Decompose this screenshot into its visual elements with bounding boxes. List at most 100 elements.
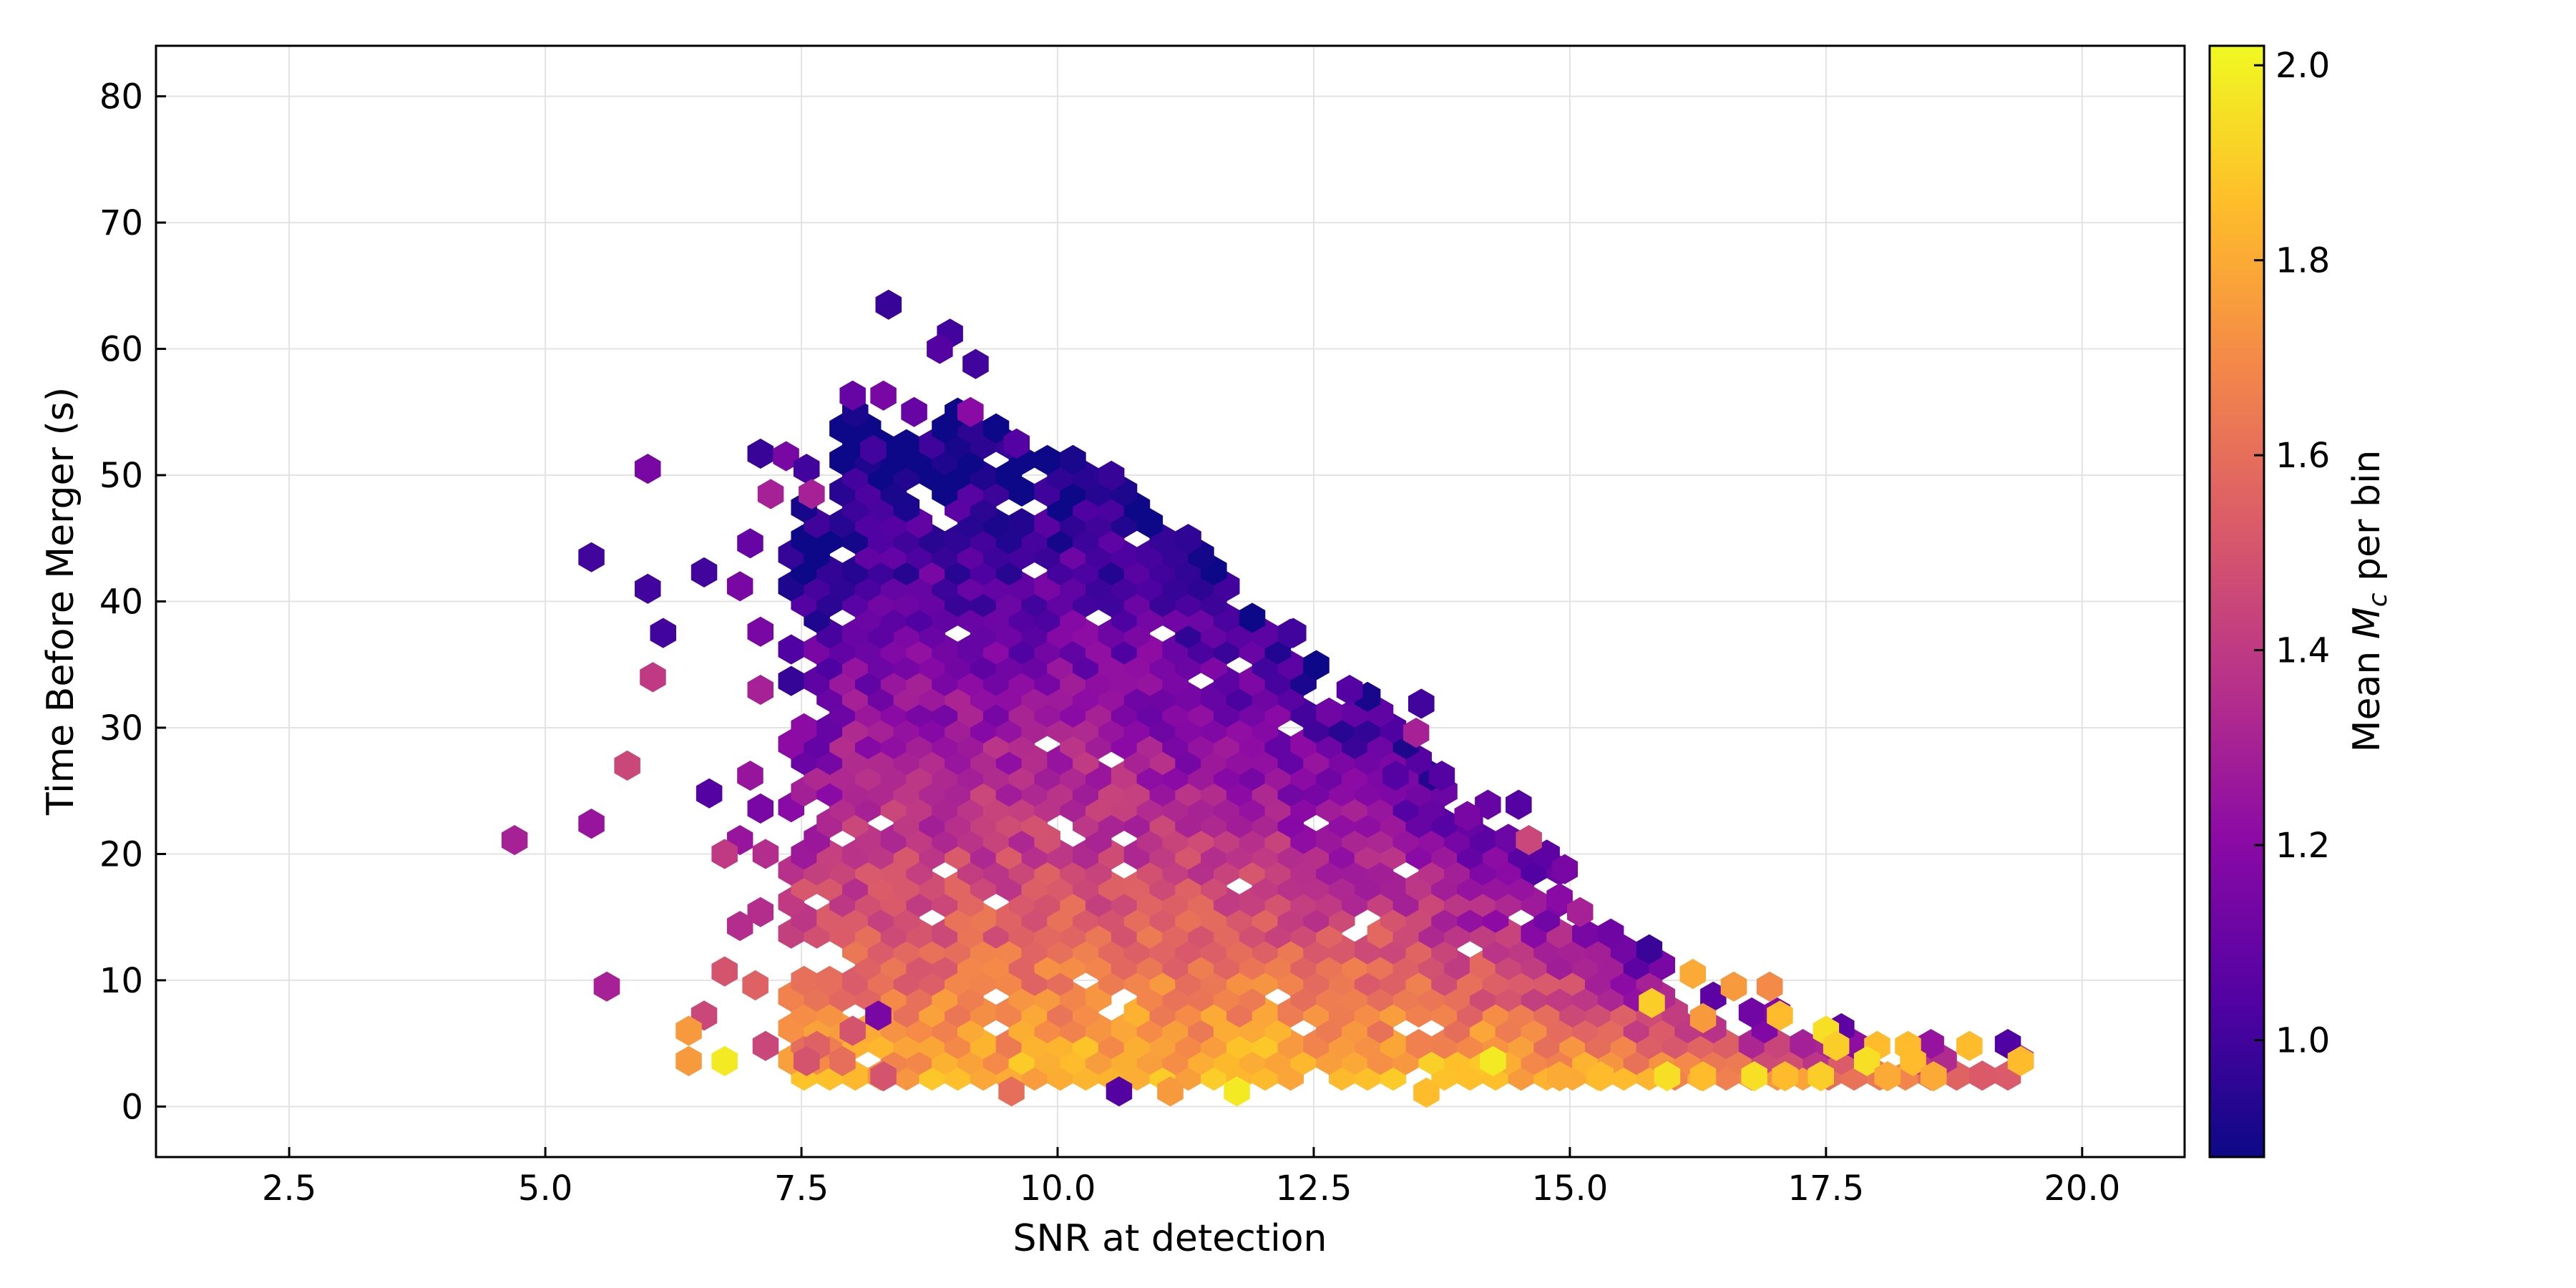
- colorbar-title-subscript: c: [2363, 592, 2393, 607]
- y-tick-label: 0: [121, 1087, 143, 1127]
- x-axis-ticks: 2.5 5.0 7.5 10.0 12.5 15.0 17.5 20.0: [262, 1147, 2120, 1209]
- hexbin-cell: [1853, 1045, 1880, 1076]
- hexbin-cell: [635, 573, 661, 604]
- hexbin-cell: [1700, 981, 1727, 1012]
- hexbin-cell: [1920, 1061, 1947, 1092]
- hexbin-cell: [1303, 650, 1330, 680]
- hexbin-cell: [1382, 761, 1409, 791]
- x-tick-label: 20.0: [2044, 1169, 2120, 1209]
- colorbar-title-symbol: M: [2346, 607, 2389, 639]
- hexbin-cell: [865, 1000, 892, 1031]
- hexbin-cell: [927, 333, 953, 364]
- hexbin-cell: [1639, 987, 1665, 1018]
- hexbin-cell: [1741, 1061, 1767, 1092]
- hexbin-cell: [1874, 1061, 1901, 1092]
- hexbin-cell: [675, 1015, 702, 1046]
- hexbin-cell: [875, 289, 902, 320]
- hexbin-cell: [816, 965, 843, 996]
- hexbin-cell: [757, 479, 784, 509]
- hexbin-cell: [737, 528, 763, 559]
- hexbin-cell: [1969, 1060, 1996, 1091]
- x-tick-label: 2.5: [262, 1169, 316, 1209]
- hexbin-cell: [1767, 1000, 1793, 1031]
- hexbin-cell: [1597, 918, 1624, 949]
- hexbin-cell: [1428, 761, 1455, 791]
- y-axis-title: Time Before Merger (s): [39, 387, 82, 816]
- hexbin-cell: [1405, 1029, 1432, 1060]
- y-axis-ticks: 0 10 20 30 40 50 60 70 80: [99, 77, 166, 1127]
- x-tick-label: 10.0: [1020, 1169, 1096, 1209]
- hexbin-cell: [675, 1045, 702, 1076]
- hexbin-cell: [747, 897, 774, 927]
- colorbar-gradient: [2210, 46, 2264, 1157]
- hexbin-cell: [691, 557, 718, 587]
- hexbin-cell: [614, 750, 640, 781]
- hexbin-cell: [711, 1045, 738, 1076]
- hexbin-cell: [1098, 460, 1125, 491]
- hexbin-cell: [870, 380, 897, 411]
- y-tick-label: 80: [99, 77, 143, 117]
- hexbin-cell: [1175, 524, 1201, 555]
- y-tick-label: 20: [99, 834, 143, 874]
- hexbin-cell: [501, 825, 528, 856]
- y-tick-label: 60: [99, 330, 143, 370]
- y-tick-label: 40: [99, 582, 143, 623]
- hexbin-cell: [747, 438, 774, 469]
- hexbin-cell: [1567, 897, 1594, 927]
- hexbin-cell: [1546, 883, 1573, 914]
- hexbin-cell: [860, 434, 887, 465]
- hexbin-cell: [2007, 1045, 2034, 1076]
- hexbin-cell: [1239, 602, 1266, 633]
- hexbin-cell: [791, 713, 817, 743]
- hexbin-cell: [650, 618, 676, 648]
- hexbin-cell: [726, 571, 753, 602]
- hexbin-cell: [1003, 428, 1030, 459]
- hexbin-cell: [752, 839, 779, 869]
- colorbar-title: Mean Mc per bin: [2346, 450, 2393, 753]
- x-tick-label: 5.0: [518, 1169, 572, 1209]
- hexbin-cell: [957, 396, 984, 427]
- hexbin-cell: [1454, 801, 1480, 831]
- hexbin-cell: [747, 616, 774, 647]
- hexbin-cell: [1720, 971, 1747, 1002]
- hexbin-layer: [501, 289, 2034, 1108]
- colorbar-tick-label: 1.6: [2275, 436, 2330, 476]
- hexbin-cell: [1316, 697, 1342, 728]
- hexbin-cell: [747, 675, 774, 706]
- hexbin-cell: [640, 662, 666, 693]
- colorbar-title-prefix: Mean: [2346, 639, 2389, 752]
- hexbin-cell: [1060, 444, 1086, 475]
- hexbin-cell: [829, 1045, 856, 1076]
- x-tick-label: 15.0: [1531, 1169, 1608, 1209]
- hexbin-cell: [962, 348, 989, 379]
- hexbin-cell: [839, 380, 866, 411]
- hexbin-cell: [1689, 1061, 1717, 1092]
- hexbin-cell: [635, 454, 661, 484]
- colorbar-tick-label: 1.0: [2275, 1021, 2330, 1061]
- colorbar-tick-label: 1.4: [2275, 631, 2330, 671]
- y-tick-label: 10: [99, 961, 143, 1001]
- hexbin-cell: [1654, 1061, 1681, 1092]
- hexbin-cell: [1106, 1076, 1133, 1107]
- hexbin-cell: [998, 1076, 1025, 1107]
- hexbin-cell: [1636, 934, 1663, 965]
- hexbin-cell: [1280, 618, 1307, 648]
- hexbin-cell: [696, 778, 723, 809]
- y-tick-label: 30: [99, 708, 143, 748]
- hexbin-cell: [791, 965, 817, 996]
- hexbin-cell: [593, 971, 620, 1002]
- hexbin-cell: [1551, 854, 1578, 884]
- hexbin-cell: [742, 970, 769, 1001]
- hexbin-cell: [1475, 789, 1501, 820]
- y-tick-label: 50: [99, 456, 143, 496]
- hexbin-cell: [1689, 1002, 1717, 1033]
- colorbar-title-suffix: per bin: [2346, 450, 2389, 593]
- hexbin-cell: [1480, 1045, 1506, 1076]
- hexbin-cell: [711, 956, 738, 987]
- hexbin-cell: [1034, 444, 1060, 475]
- hexbin-cell: [711, 839, 738, 869]
- hexbin-cell: [737, 761, 763, 791]
- hexbin-cell: [1807, 1061, 1834, 1092]
- hexbin-cell: [747, 793, 774, 824]
- hexbin-cell: [1772, 1061, 1798, 1092]
